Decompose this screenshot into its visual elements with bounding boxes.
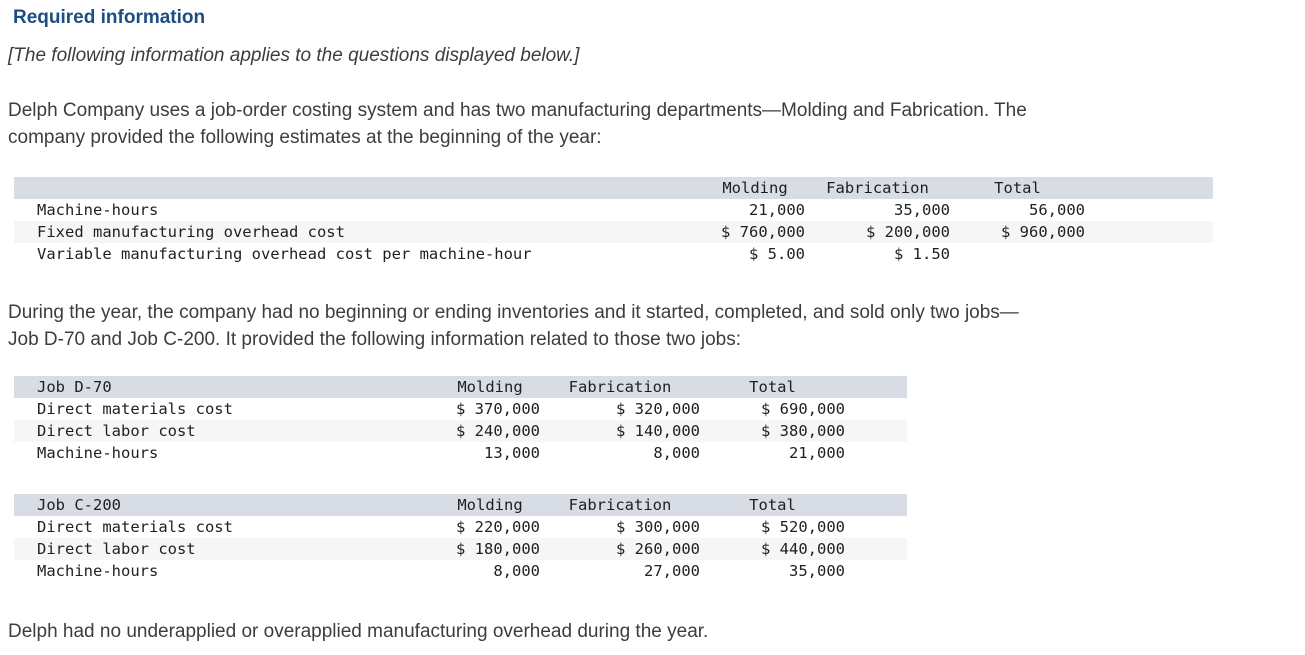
column-header-molding: Molding: [722, 179, 788, 197]
spacer-cell: [845, 516, 907, 538]
column-header-total: Total: [749, 378, 796, 396]
spacer-cell: [845, 494, 907, 516]
cell-total: 35,000: [789, 562, 845, 580]
cell-total: $ 380,000: [761, 422, 845, 440]
column-header-molding: Molding: [457, 496, 523, 514]
cell-total: 21,000: [789, 444, 845, 462]
table-row: Direct materials cost $ 220,000 $ 300,00…: [14, 516, 907, 538]
spacer-cell: [845, 442, 907, 464]
estimates-header-row: Molding Fabrication Total: [14, 177, 1213, 199]
cell-molding: 21,000: [749, 201, 805, 219]
row-label: Direct materials cost: [37, 518, 233, 536]
job-c200-header-row: Job C-200 Molding Fabrication Total: [14, 494, 907, 516]
jobs-paragraph: During the year, the company had no begi…: [8, 299, 1293, 353]
spacer-cell: [1085, 177, 1213, 199]
column-header-total: Total: [749, 496, 796, 514]
cell-total: 56,000: [1029, 201, 1085, 219]
spacer-cell: [845, 538, 907, 560]
cell-fabrication: $ 300,000: [616, 518, 700, 536]
row-label: Direct labor cost: [37, 422, 196, 440]
cell-total: $ 520,000: [761, 518, 845, 536]
table-row: Machine-hours 8,000 27,000 35,000: [14, 560, 907, 582]
spacer-cell: [1085, 199, 1213, 221]
applies-below-note: [The following information applies to th…: [8, 45, 580, 66]
cell-fabrication: $ 200,000: [866, 223, 950, 241]
cell-molding: 13,000: [484, 444, 540, 462]
table-row: Machine-hours 21,000 35,000 56,000: [14, 199, 1213, 221]
spacer-cell: [845, 376, 907, 398]
cell-total: $ 960,000: [1001, 223, 1085, 241]
cell-fabrication: $ 260,000: [616, 540, 700, 558]
table-row: Direct materials cost $ 370,000 $ 320,00…: [14, 398, 907, 420]
row-label: Fixed manufacturing overhead cost: [37, 223, 345, 241]
table-row: Direct labor cost $ 180,000 $ 260,000 $ …: [14, 538, 907, 560]
intro-line-2: company provided the following estimates…: [8, 127, 602, 148]
row-label: Machine-hours: [37, 562, 159, 580]
cell-molding: $ 180,000: [456, 540, 540, 558]
estimates-table: Molding Fabrication Total Machine-hours …: [14, 177, 1213, 265]
closing-paragraph: Delph had no underapplied or overapplied…: [8, 621, 709, 642]
cell-fabrication: 27,000: [644, 562, 700, 580]
intro-line-1: Delph Company uses a job-order costing s…: [8, 100, 1027, 121]
column-header-molding: Molding: [457, 378, 523, 396]
cell-fabrication: $ 140,000: [616, 422, 700, 440]
job-d70-table: Job D-70 Molding Fabrication Total Direc…: [14, 376, 907, 464]
cell-total: $ 690,000: [761, 400, 845, 418]
job-c200-title-cell: Job C-200: [37, 496, 121, 514]
jobs-line-2: Job D-70 and Job C-200. It provided the …: [8, 329, 741, 350]
table-row: Fixed manufacturing overhead cost $ 760,…: [14, 221, 1213, 243]
row-label: Machine-hours: [37, 444, 159, 462]
cell-fabrication: 35,000: [894, 201, 950, 219]
cell-total: $ 440,000: [761, 540, 845, 558]
spacer-cell: [845, 560, 907, 582]
cell-fabrication: $ 1.50: [894, 245, 950, 263]
row-label: Direct labor cost: [37, 540, 196, 558]
cell-molding: 8,000: [493, 562, 540, 580]
cell-molding: $ 370,000: [456, 400, 540, 418]
spacer-cell: [1085, 243, 1213, 265]
job-c200-table: Job C-200 Molding Fabrication Total Dire…: [14, 494, 907, 582]
cell-molding: $ 220,000: [456, 518, 540, 536]
job-d70-header-row: Job D-70 Molding Fabrication Total: [14, 376, 907, 398]
table-row: Variable manufacturing overhead cost per…: [14, 243, 1213, 265]
table-row: Direct labor cost $ 240,000 $ 140,000 $ …: [14, 420, 907, 442]
cell-molding: $ 240,000: [456, 422, 540, 440]
row-label: Machine-hours: [37, 201, 159, 219]
cell-fabrication: $ 320,000: [616, 400, 700, 418]
column-header-total: Total: [994, 179, 1041, 197]
column-header-fabrication: Fabrication: [568, 496, 672, 514]
column-header-fabrication: Fabrication: [826, 179, 929, 197]
page-title: Required information: [13, 7, 206, 28]
row-label: Variable manufacturing overhead cost per…: [37, 245, 532, 263]
jobs-line-1: During the year, the company had no begi…: [8, 302, 1019, 323]
row-label: Direct materials cost: [37, 400, 233, 418]
cell-molding: $ 5.00: [749, 245, 805, 263]
spacer-cell: [845, 398, 907, 420]
table-row: Machine-hours 13,000 8,000 21,000: [14, 442, 907, 464]
cell-molding: $ 760,000: [721, 223, 805, 241]
column-header-fabrication: Fabrication: [568, 378, 672, 396]
estimates-corner-cell: [14, 177, 705, 199]
spacer-cell: [1085, 221, 1213, 243]
intro-paragraph: Delph Company uses a job-order costing s…: [8, 97, 1293, 151]
job-d70-title-cell: Job D-70: [37, 378, 112, 396]
cell-total: [950, 243, 1085, 265]
cell-fabrication: 8,000: [653, 444, 700, 462]
spacer-cell: [845, 420, 907, 442]
